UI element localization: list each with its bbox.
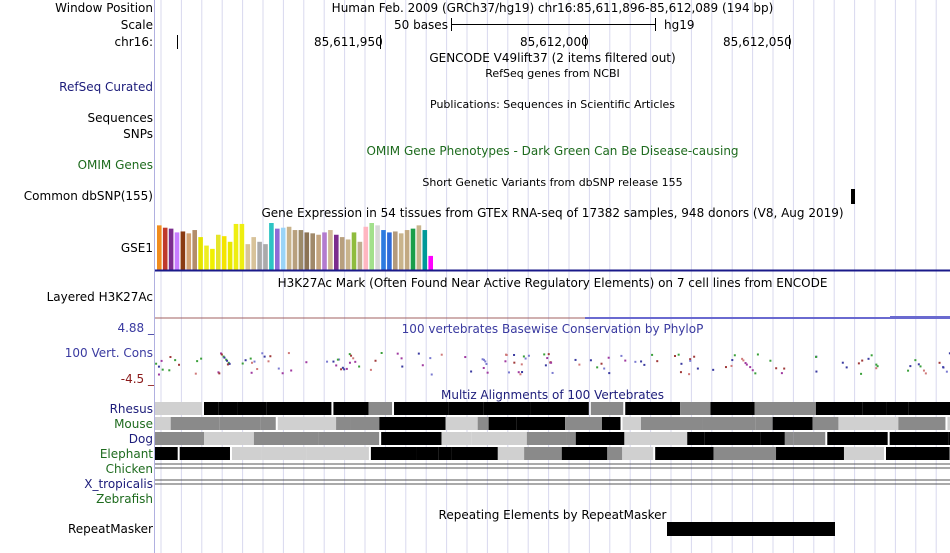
- vert-cons-track-label[interactable]: 100 Vert. Cons: [64, 346, 153, 360]
- gtex-expression-chart[interactable]: [155, 222, 950, 274]
- gtex-bar[interactable]: [216, 234, 221, 270]
- gtex-bar[interactable]: [375, 225, 380, 270]
- repeatmasker-track-title[interactable]: Repeating Elements by RepeatMasker: [438, 508, 667, 522]
- cons-min-label: -4.5 _: [120, 372, 154, 386]
- refseq-track-label[interactable]: RefSeq Curated: [59, 80, 153, 94]
- gtex-track-title[interactable]: Gene Expression in 54 tissues from GTEx …: [261, 206, 844, 220]
- repeatmasker-track-label[interactable]: RepeatMasker: [67, 522, 153, 536]
- gtex-bar[interactable]: [351, 232, 357, 270]
- gtex-bar[interactable]: [304, 232, 310, 270]
- gtex-bar[interactable]: [292, 230, 298, 270]
- gtex-bar[interactable]: [174, 232, 180, 270]
- assembly-position-text: Human Feb. 2009 (GRCh37/hg19) chr16:85,6…: [331, 1, 774, 15]
- gtex-bar[interactable]: [257, 241, 262, 270]
- snps-track-label[interactable]: SNPs: [123, 127, 153, 141]
- gtex-bar[interactable]: [192, 230, 197, 270]
- species-elephant[interactable]: Elephant: [99, 447, 153, 461]
- gtex-bar[interactable]: [328, 230, 333, 270]
- gtex-bar[interactable]: [381, 230, 386, 270]
- gtex-bar[interactable]: [357, 241, 363, 270]
- dbsnp-track-label[interactable]: Common dbSNP(155): [23, 189, 153, 203]
- gtex-bar[interactable]: [227, 241, 233, 270]
- gtex-bar[interactable]: [204, 245, 209, 270]
- phylop-track-title[interactable]: 100 vertebrates Basewise Conservation by…: [401, 322, 704, 336]
- gtex-bar[interactable]: [363, 226, 369, 270]
- gtex-bar[interactable]: [245, 244, 251, 270]
- scale-label: Scale: [120, 18, 153, 32]
- gtex-bar[interactable]: [410, 228, 416, 270]
- gtex-bar[interactable]: [180, 231, 186, 270]
- gtex-bar[interactable]: [239, 223, 245, 270]
- gtex-bar[interactable]: [422, 230, 428, 270]
- refseq-track-title[interactable]: RefSeq genes from NCBI: [485, 67, 620, 80]
- omim-track-title[interactable]: OMIM Gene Phenotypes - Dark Green Can Be…: [366, 144, 739, 158]
- gencode-track-title[interactable]: GENCODE V49lift37 (2 items filtered out): [429, 51, 676, 65]
- gtex-bar[interactable]: [233, 223, 239, 270]
- gtex-bar[interactable]: [210, 248, 215, 270]
- gtex-bar[interactable]: [398, 233, 404, 270]
- scale-db: hg19: [664, 18, 695, 32]
- sequences-track-label[interactable]: Sequences: [87, 111, 153, 125]
- gtex-bar[interactable]: [198, 237, 203, 270]
- gtex-bar[interactable]: [280, 227, 286, 270]
- cons-max-label: 4.88 _: [117, 321, 154, 335]
- species-zebrafish[interactable]: Zebrafish: [96, 492, 153, 506]
- gtex-bar[interactable]: [428, 255, 433, 270]
- species-x-tropicalis[interactable]: X_tropicalis: [84, 477, 153, 491]
- species-chicken[interactable]: Chicken: [105, 462, 153, 476]
- ruler-tick-label-1: 85,611,950: [314, 35, 383, 49]
- gtex-bar[interactable]: [221, 236, 227, 270]
- omim-track-label[interactable]: OMIM Genes: [77, 158, 153, 172]
- repeat-element[interactable]: [667, 522, 835, 536]
- gtex-bar[interactable]: [393, 231, 398, 270]
- gtex-bar[interactable]: [322, 232, 327, 270]
- publications-track-title[interactable]: Publications: Sequences in Scientific Ar…: [430, 98, 675, 111]
- position-grid: [160, 0, 937, 553]
- ruler-tick-label-3: 85,612,050: [723, 35, 792, 49]
- gtex-bar[interactable]: [275, 228, 280, 270]
- dbsnp-track-title[interactable]: Short Genetic Variants from dbSNP releas…: [422, 176, 683, 189]
- gtex-bar[interactable]: [286, 226, 292, 270]
- gtex-bar[interactable]: [416, 225, 422, 270]
- gtex-bar[interactable]: [162, 227, 168, 270]
- gtex-bar[interactable]: [310, 233, 315, 270]
- image-border: [154, 0, 155, 553]
- gtex-bar[interactable]: [269, 223, 274, 270]
- species-mouse[interactable]: Mouse: [114, 417, 153, 431]
- gtex-bar[interactable]: [316, 234, 321, 270]
- chrom-label: chr16:: [114, 35, 153, 49]
- gtex-bar[interactable]: [404, 230, 410, 270]
- species-dog[interactable]: Dog: [128, 432, 153, 446]
- gtex-bar[interactable]: [168, 228, 174, 270]
- gtex-bar[interactable]: [339, 237, 345, 270]
- multiz-alignment[interactable]: [155, 402, 950, 507]
- gse1-label[interactable]: GSE1: [120, 241, 153, 255]
- scale-bases: 50 bases: [394, 18, 448, 32]
- snp-feature[interactable]: [851, 189, 855, 204]
- scale-bar: [451, 24, 656, 25]
- species-rhesus[interactable]: Rhesus: [109, 402, 153, 416]
- gtex-bar[interactable]: [334, 234, 339, 270]
- gtex-bar[interactable]: [251, 237, 256, 270]
- multiz-track-title[interactable]: Multiz Alignments of 100 Vertebrates: [440, 388, 665, 402]
- gtex-bar[interactable]: [369, 223, 374, 270]
- ruler-tick-label-2: 85,612,000: [520, 35, 589, 49]
- gtex-bar[interactable]: [186, 233, 192, 270]
- phylop-signal: [155, 352, 950, 376]
- window-position-label: Window Position: [55, 1, 153, 15]
- gtex-bar[interactable]: [157, 225, 162, 270]
- h3k27ac-track-title[interactable]: H3K27Ac Mark (Often Found Near Active Re…: [277, 276, 828, 290]
- gtex-bar[interactable]: [345, 239, 351, 270]
- h3k27ac-track-label[interactable]: Layered H3K27Ac: [46, 290, 153, 304]
- h3k27ac-signal: [155, 316, 950, 319]
- gtex-bar[interactable]: [387, 232, 392, 270]
- ruler-start-tick: [177, 35, 178, 49]
- gtex-bar[interactable]: [263, 244, 268, 270]
- gtex-bar[interactable]: [298, 230, 304, 270]
